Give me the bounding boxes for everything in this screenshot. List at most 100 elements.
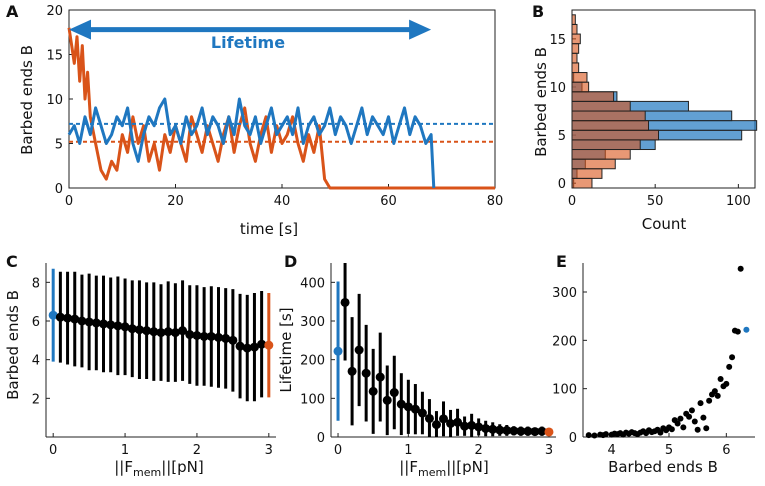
panel-b-ylabel: Barbed ends B bbox=[532, 47, 550, 157]
panel-e-xtick-label: 5 bbox=[665, 443, 673, 458]
panel-c-ytick-label: 8 bbox=[32, 276, 40, 291]
panel-d-ytick-label: 100 bbox=[300, 392, 325, 407]
panel-c-point bbox=[170, 328, 180, 338]
panel-d-point bbox=[530, 427, 540, 437]
panel-b-letter: B bbox=[532, 2, 544, 21]
panel-d-point bbox=[431, 420, 441, 430]
panel-a-ytick-label: 10 bbox=[46, 93, 63, 108]
panel-d-point bbox=[509, 426, 519, 436]
panel-e-point bbox=[703, 425, 710, 432]
panel-d: D 0 1 2 3 0 100 200 300 400 ||Fmem||[pN] Lifetim… bbox=[277, 252, 556, 479]
panel-e-point bbox=[694, 426, 701, 433]
panel-e-point bbox=[737, 265, 744, 272]
panel-c-point bbox=[228, 335, 238, 345]
panel-e-point bbox=[668, 426, 675, 433]
panel-d-xlabel: ||Fmem||[pN] bbox=[399, 458, 489, 479]
panel-b-ytick-label: 10 bbox=[549, 81, 566, 96]
panel-c-point bbox=[242, 343, 252, 353]
panel-d-point bbox=[382, 395, 392, 405]
panel-b-bar-orange bbox=[571, 129, 660, 141]
panel-d-point bbox=[417, 408, 427, 418]
panel-b-bar-orange bbox=[571, 72, 588, 83]
panel-a-letter: A bbox=[6, 2, 19, 21]
lifetime-arrow-head-right bbox=[409, 19, 432, 40]
panel-e-point bbox=[697, 400, 704, 407]
panel-d-ytick-label: 400 bbox=[300, 276, 325, 291]
panel-b-bar-orange bbox=[571, 120, 650, 131]
panel-c-point bbox=[235, 341, 245, 351]
panel-b-bar-orange bbox=[571, 62, 580, 74]
panel-e-point bbox=[680, 424, 687, 431]
panel-b-ytick-label: 0 bbox=[558, 177, 566, 192]
panel-e-point bbox=[657, 429, 664, 436]
panel-d-point bbox=[446, 418, 456, 428]
panel-b-ytick-label: 5 bbox=[558, 129, 566, 144]
panel-b-bar-orange bbox=[571, 33, 581, 45]
panel-c-point bbox=[134, 325, 144, 335]
panel-b-xtick-label: 100 bbox=[726, 194, 751, 209]
panel-e: E 4 5 6 0 100 200 300 Barbed ends B bbox=[552, 252, 755, 476]
panel-d-point bbox=[481, 423, 491, 433]
panel-c-point bbox=[206, 331, 216, 341]
panel-e-ytick-label: 300 bbox=[552, 286, 577, 301]
panel-d-point bbox=[439, 414, 448, 424]
panel-d-point bbox=[495, 425, 505, 435]
panel-a-xlabel: time [s] bbox=[240, 220, 298, 238]
panel-c-point bbox=[264, 340, 274, 350]
panel-c-point bbox=[214, 332, 223, 342]
panel-d-point bbox=[396, 399, 406, 409]
panel-e-point bbox=[602, 431, 609, 438]
panel-e-point bbox=[585, 432, 592, 439]
panel-d-point bbox=[375, 372, 385, 382]
panel-c-point bbox=[127, 324, 137, 334]
panel-d-point bbox=[544, 427, 554, 437]
panel-d-ytick-label: 0 bbox=[317, 431, 325, 446]
panel-e-xtick-label: 4 bbox=[608, 443, 616, 458]
panel-e-letter: E bbox=[556, 252, 567, 271]
panel-c-point bbox=[142, 326, 152, 336]
panel-a-ylabel: Barbed ends B bbox=[18, 45, 36, 155]
panel-e-point bbox=[591, 432, 598, 439]
panel-d-point bbox=[403, 402, 413, 412]
panel-b-bar-orange bbox=[571, 91, 615, 102]
panel-e-ytick-label: 100 bbox=[552, 383, 577, 398]
panel-b-xtick-label: 0 bbox=[568, 194, 576, 209]
panel-d-point bbox=[516, 426, 526, 436]
panel-a-ytick-label: 20 bbox=[46, 4, 63, 19]
panel-c-xtick-label: 3 bbox=[265, 443, 273, 458]
panel-d-ytick-label: 200 bbox=[300, 354, 325, 369]
panel-d-point bbox=[361, 368, 371, 378]
panel-b-bar-orange bbox=[571, 23, 578, 35]
panel-d-point bbox=[502, 425, 512, 435]
panel-b-xlabel: Count bbox=[642, 215, 687, 233]
panel-b-bar-orange bbox=[571, 139, 641, 151]
panel-d-point bbox=[424, 413, 434, 423]
panel-e-point bbox=[723, 380, 730, 387]
panel-c-point bbox=[192, 331, 202, 340]
panel-e-ytick-label: 0 bbox=[569, 431, 577, 446]
panel-c-point bbox=[63, 313, 73, 323]
panel-c-point bbox=[120, 322, 130, 332]
panel-e-xlabel: Barbed ends B bbox=[608, 458, 718, 476]
panel-e-point bbox=[677, 415, 684, 422]
panel-d-xtick-label: 0 bbox=[334, 443, 342, 458]
panel-d-point bbox=[467, 420, 477, 430]
panel-a-ytick-label: 15 bbox=[46, 49, 63, 64]
lifetime-annotation: Lifetime bbox=[211, 33, 285, 52]
panel-b-xtick-label: 50 bbox=[647, 194, 664, 209]
panel-d-point bbox=[410, 404, 420, 414]
panel-d-point bbox=[347, 366, 357, 376]
panel-c-point bbox=[163, 327, 173, 337]
panel-d-ylabel: Lifetime [s] bbox=[277, 307, 295, 392]
panel-e-point bbox=[691, 418, 698, 425]
panel-a: A 0 20 40 60 80 0 5 10 15 20 time [s] Barbed ends… bbox=[6, 2, 503, 238]
panel-c-ytick-label: 6 bbox=[32, 315, 40, 330]
panel-e-ytick-label: 200 bbox=[552, 334, 577, 349]
panel-d-point bbox=[474, 422, 484, 432]
panel-a-ytick-label: 5 bbox=[55, 138, 63, 153]
panel-d-point bbox=[333, 346, 343, 356]
panel-e-xtick-label: 6 bbox=[722, 443, 730, 458]
panel-d-point bbox=[340, 297, 350, 307]
panel-c-xlabel: ||Fmem||[pN] bbox=[114, 458, 204, 479]
